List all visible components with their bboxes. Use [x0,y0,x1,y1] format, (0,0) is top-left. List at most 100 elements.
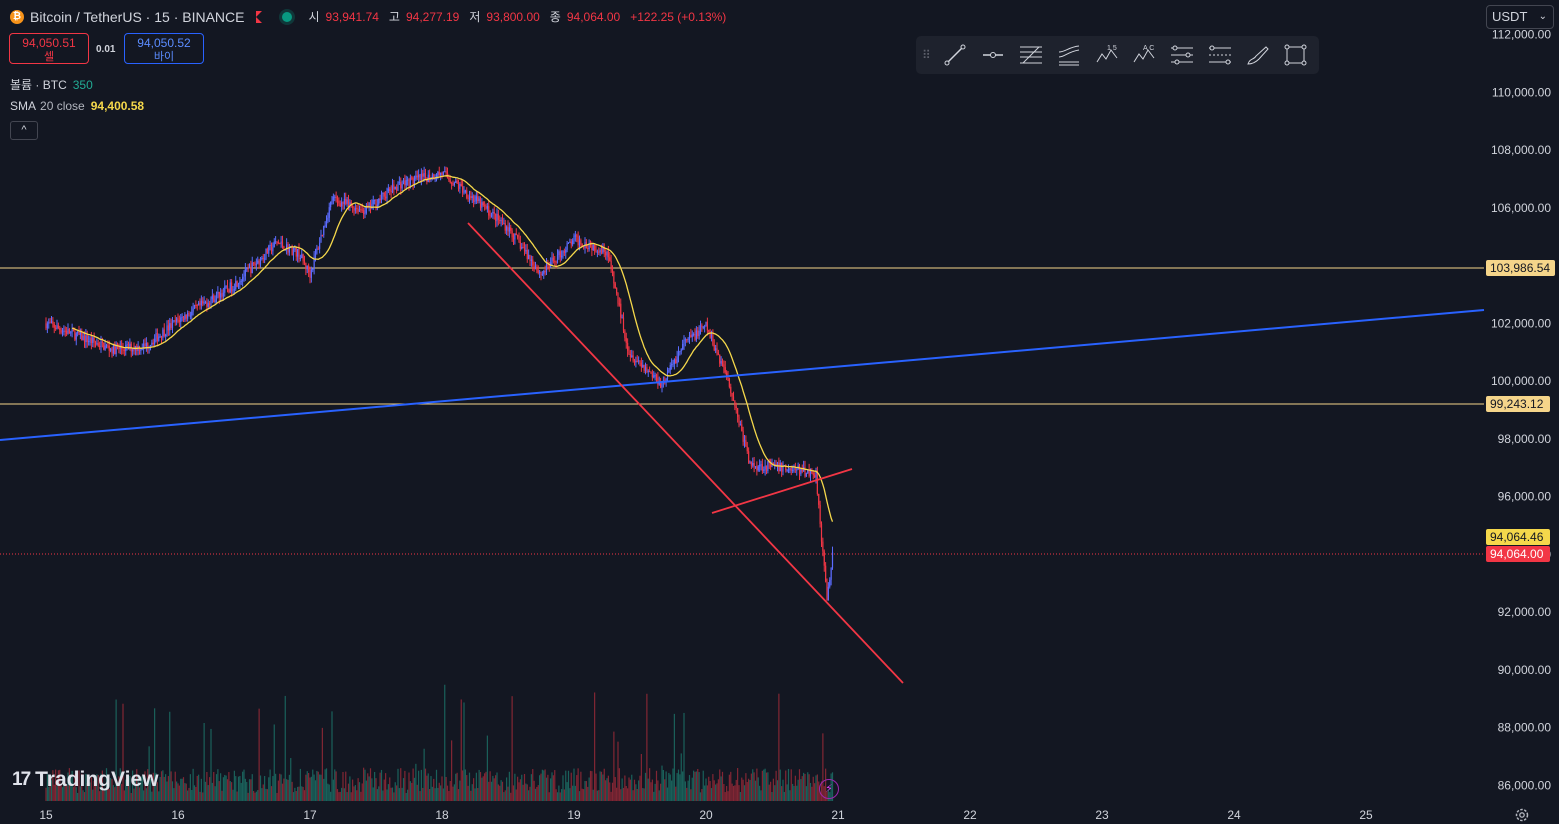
candle-body [829,579,831,587]
volume-bar [273,724,275,801]
collapse-legend-button[interactable]: ^ [10,121,38,140]
close-value: 94,064.00 [566,9,621,24]
volume-bar [607,775,609,801]
xabcd-pattern-icon[interactable]: 1 5 [1092,40,1122,70]
candle-body [508,227,510,232]
volume-bar [633,779,636,801]
candle-body [756,466,758,471]
volume-bar [136,769,138,801]
candle-body [94,341,97,344]
red-down-trendline[interactable] [467,222,904,684]
volume-bar [306,771,308,801]
volume-bar [224,774,226,801]
candle-body [68,328,70,334]
drag-handle-icon[interactable]: ⠿ [922,48,931,62]
sell-button[interactable]: 94,050.51 셀 [9,33,89,64]
candle-body [107,345,109,347]
candle-body [572,240,574,245]
candle-body [471,196,473,199]
price-tick-label: 92,000.00 [1498,605,1552,619]
volume-bar [706,785,708,801]
volume-bar [374,771,376,801]
abcd-pattern-icon[interactable]: A C [1130,40,1160,70]
volume-bar [292,792,295,801]
volume-bar [236,791,238,801]
level2-price-tag[interactable]: 99,243.12 [1486,396,1550,412]
volume-bar [112,785,114,801]
candle-body [485,205,487,209]
tradingview-logo[interactable]: 17 TradingView [12,768,158,792]
volume-bar [430,776,432,801]
volume-bar [367,773,369,801]
candle-body [493,211,495,214]
candle-body [178,319,180,323]
lightning-icon[interactable]: ⚡ [819,779,839,799]
volume-bar [594,692,596,801]
volume-bar [137,774,139,801]
candle-body [514,233,516,240]
candle-body [778,462,780,472]
candle-body [393,184,395,190]
candle-body [382,193,384,195]
candle-body [92,337,94,344]
volume-bar [818,781,820,801]
candle-body [308,265,310,273]
fib-retracement-icon[interactable] [1016,40,1046,70]
currency-select[interactable]: USDT ⌄ [1486,5,1554,29]
volume-bar [643,788,645,801]
horizontal-levels [0,267,1484,555]
level1-price-tag[interactable]: 103,986.54 [1486,260,1555,276]
volume-bar [74,774,76,801]
candle-body [566,243,568,250]
sma-legend[interactable]: SMA 20 close 94,400.58 [10,99,144,113]
sma-name: SMA [10,99,37,113]
flag-icon[interactable] [256,10,263,23]
candle-body [312,268,314,270]
candle-body [354,208,356,211]
candle-body [141,349,143,351]
volume-bar [511,696,513,801]
candle-body [731,393,733,397]
volume-bar [565,770,567,801]
pitchfork-icon[interactable] [1167,40,1197,70]
candle-body [309,272,311,278]
volume-bar [288,774,290,801]
volume-bar [588,777,590,801]
volume-bar [771,791,773,801]
volume-bar [783,791,785,801]
candle-body [254,263,256,266]
volume-bar [365,780,367,801]
trend-line-icon[interactable] [940,40,970,70]
buy-button[interactable]: 94,050.52 바이 [124,33,204,64]
candle-body [574,235,576,237]
volume-legend[interactable]: 볼륨 · BTC 350 [10,76,93,93]
candle-body [50,321,53,323]
rectangle-icon[interactable] [1281,40,1311,70]
brush-icon[interactable] [1243,40,1273,70]
red-short-trendline[interactable] [711,468,853,514]
candle-body [815,470,817,478]
candle-body [408,179,410,187]
candle-body [264,258,266,260]
candle-body [151,342,153,346]
settings-gear-icon[interactable] [1514,807,1530,823]
volume-bar [654,783,656,801]
fib-channel-icon[interactable] [1054,40,1084,70]
volume-bar [628,777,630,801]
candle-body [624,330,626,338]
horizontal-ray-icon[interactable] [978,40,1008,70]
candle-body [785,465,787,471]
candle-body [82,335,84,341]
candle-body [726,372,728,378]
symbol-title[interactable]: Bitcoin / TetherUS · 15 · BINANCE [30,8,245,25]
volume-bar [748,778,750,801]
time-axis[interactable]: 15 16 17 18 19 20 21 22 23 24 25 [39,808,1373,822]
candle-body [594,244,596,251]
volume-bar [48,786,50,801]
volume-bar [308,772,310,801]
blue-trendline[interactable] [0,309,1485,441]
volume-bar [264,776,266,801]
candle-body [495,213,497,222]
parallel-channel-icon[interactable] [1205,40,1235,70]
